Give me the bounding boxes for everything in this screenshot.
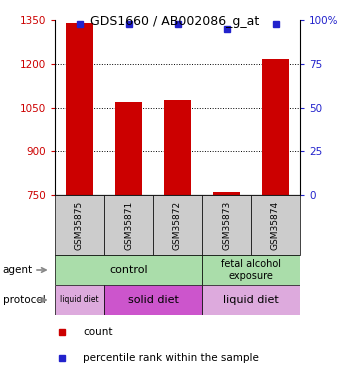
- Bar: [164, 100, 191, 195]
- Bar: [55, 195, 104, 255]
- Bar: [66, 23, 93, 195]
- Text: liquid diet: liquid diet: [60, 296, 99, 304]
- Bar: [115, 102, 142, 195]
- Bar: [104, 195, 153, 255]
- Text: GSM35875: GSM35875: [75, 200, 84, 250]
- Bar: [213, 192, 240, 195]
- Text: liquid diet: liquid diet: [223, 295, 279, 305]
- Text: GSM35874: GSM35874: [271, 200, 280, 250]
- Bar: [153, 195, 202, 255]
- Text: GSM35871: GSM35871: [124, 200, 133, 250]
- Bar: [55, 285, 104, 315]
- Text: agent: agent: [3, 265, 33, 275]
- Text: GDS1660 / AB002086_g_at: GDS1660 / AB002086_g_at: [90, 15, 260, 28]
- Text: GSM35873: GSM35873: [222, 200, 231, 250]
- Text: percentile rank within the sample: percentile rank within the sample: [83, 353, 259, 363]
- Bar: [262, 59, 289, 195]
- Text: count: count: [83, 327, 112, 337]
- Text: fetal alcohol
exposure: fetal alcohol exposure: [221, 259, 281, 281]
- Bar: [104, 285, 202, 315]
- Text: GSM35872: GSM35872: [173, 200, 182, 250]
- Text: control: control: [109, 265, 148, 275]
- Text: protocol: protocol: [3, 295, 45, 305]
- Bar: [55, 255, 202, 285]
- Bar: [251, 195, 300, 255]
- Bar: [202, 195, 251, 255]
- Bar: [202, 255, 300, 285]
- Bar: [202, 285, 300, 315]
- Text: solid diet: solid diet: [127, 295, 178, 305]
